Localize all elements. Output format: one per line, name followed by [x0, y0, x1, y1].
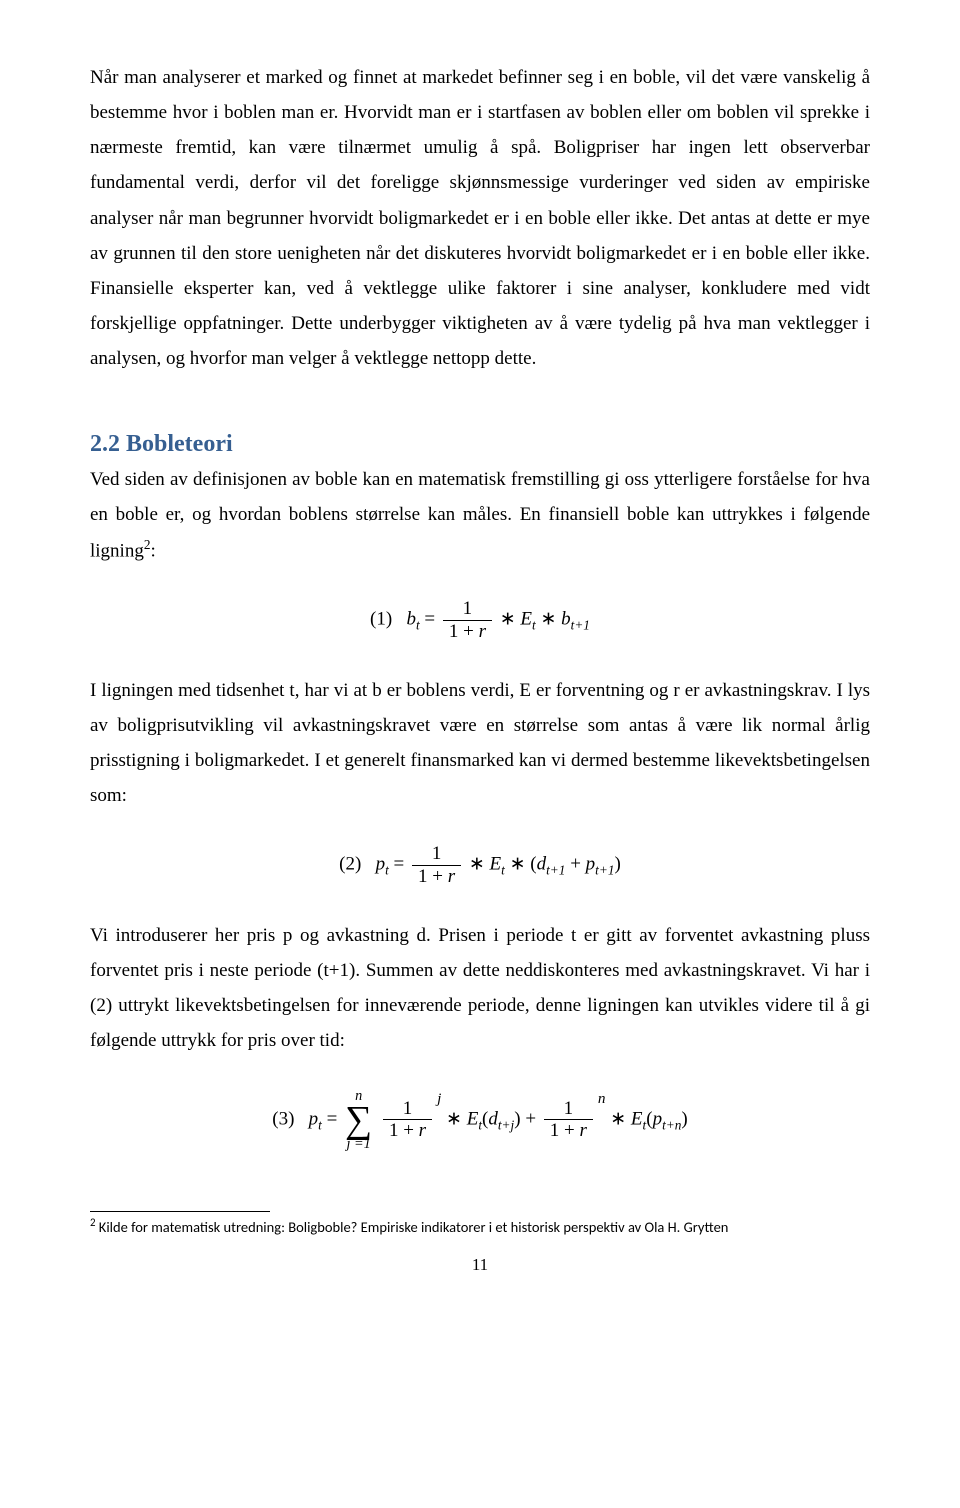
eq2-star1: ∗: [469, 854, 490, 875]
eq3-den2-a: 1 +: [550, 1120, 580, 1141]
eq2-dsub: t+1: [546, 863, 565, 878]
eq1-label: (1): [370, 609, 392, 630]
eq3-den1-b: r: [419, 1120, 426, 1141]
eq3-d: d: [488, 1108, 498, 1129]
sigma-icon: ∑: [345, 1103, 372, 1137]
eq2-close: ): [614, 854, 620, 875]
footnote-rule: [90, 1211, 270, 1212]
eq3-den1: 1 + r: [383, 1120, 432, 1142]
eq3-den1-a: 1 +: [389, 1120, 419, 1141]
eq2-den-b: r: [448, 866, 455, 887]
eq3-label: (3): [272, 1108, 294, 1129]
paragraph-1: Når man analyserer et marked og finnet a…: [90, 60, 870, 376]
eq2-p2sub: t+1: [595, 863, 614, 878]
eq1-den-b: r: [479, 621, 486, 642]
eq1-num: 1: [443, 598, 492, 621]
paragraph-3: I ligningen med tidsenhet t, har vi at b…: [90, 673, 870, 814]
eq3-pow2: n: [598, 1090, 606, 1108]
paragraph-4: Vi introduserer her pris p og avkastning…: [90, 918, 870, 1059]
eq2-d: d: [537, 854, 547, 875]
eq3-frac1: 1 1 + r: [383, 1098, 432, 1143]
eq2-E: E: [490, 854, 502, 875]
eq3-lhs-var: p: [309, 1108, 319, 1129]
paragraph-2b: :: [151, 540, 156, 561]
equation-2: (2) pt = 1 1 + r ∗ Et ∗ (dt+1 + pt+1): [90, 843, 870, 888]
eq1-b2sub: t+1: [571, 618, 590, 633]
equation-3: (3) pt = n ∑ j =1 1 1 + r j ∗ Et(dt+j) +…: [90, 1089, 870, 1152]
eq2-open: ∗ (: [510, 854, 537, 875]
eq1-lhs-var: b: [406, 609, 416, 630]
eq3-E2: E: [631, 1108, 643, 1129]
eq3-p2: p: [653, 1108, 663, 1129]
eq3-den2-b: r: [580, 1120, 587, 1141]
page: Når man analyserer et marked og finnet a…: [0, 0, 960, 1315]
eq2-plus: +: [565, 854, 585, 875]
eq3-star2: ∗: [610, 1108, 631, 1129]
paragraph-2a: Ved siden av definisjonen av boble kan e…: [90, 469, 870, 561]
eq1-frac: 1 1 + r: [443, 598, 492, 643]
eq3-num2: 1: [544, 1098, 593, 1121]
eq3-den2: 1 + r: [544, 1120, 593, 1142]
eq3-star1: ∗: [446, 1108, 467, 1129]
footnote-text: Kilde for matematisk utredning: Boligbob…: [96, 1218, 729, 1236]
eq3-frac2-wrap: 1 1 + r n: [541, 1098, 606, 1143]
eq3-num1: 1: [383, 1098, 432, 1121]
eq3-p2sub: t+n: [662, 1117, 681, 1132]
equation-1: (1) bt = 1 1 + r ∗ Et ∗ bt+1: [90, 598, 870, 643]
eq2-lhs-var: p: [376, 854, 386, 875]
eq3-E1: E: [467, 1108, 479, 1129]
eq3-close: ): [514, 1108, 520, 1129]
eq2-den: 1 + r: [412, 866, 461, 888]
eq3-plus: +: [525, 1108, 540, 1129]
eq1-lhs-sub: t: [416, 618, 420, 633]
eq2-Esub: t: [501, 863, 505, 878]
eq1-E: E: [520, 609, 532, 630]
paragraph-2: Ved siden av definisjonen av boble kan e…: [90, 462, 870, 568]
eq2-label: (2): [339, 854, 361, 875]
eq3-sum: n ∑ j =1: [345, 1089, 372, 1152]
page-number: 11: [90, 1255, 870, 1275]
eq2-lhs-sub: t: [385, 863, 389, 878]
section-heading: 2.2 Bobleteori: [90, 431, 870, 458]
eq1-star2: ∗: [540, 609, 561, 630]
eq2-frac: 1 1 + r: [412, 843, 461, 888]
eq1-b2: b: [561, 609, 571, 630]
eq1-star1: ∗: [500, 609, 521, 630]
eq2-num: 1: [412, 843, 461, 866]
eq3-sum-bot: j =1: [345, 1137, 372, 1151]
eq3-frac1-wrap: 1 1 + r j: [380, 1098, 441, 1143]
eq2-den-a: 1 +: [418, 866, 448, 887]
eq3-pow1: j: [437, 1090, 441, 1108]
eq1-Esub: t: [532, 618, 536, 633]
eq3-lhs-sub: t: [318, 1117, 322, 1132]
eq1-den-a: 1 +: [449, 621, 479, 642]
footnote-ref-2: 2: [144, 537, 151, 552]
eq3-dsub: t+j: [498, 1117, 514, 1132]
eq3-frac2: 1 1 + r: [544, 1098, 593, 1143]
footnote-2: 2 Kilde for matematisk utredning: Boligb…: [90, 1216, 870, 1237]
eq2-p2: p: [586, 854, 596, 875]
eq1-den: 1 + r: [443, 621, 492, 643]
